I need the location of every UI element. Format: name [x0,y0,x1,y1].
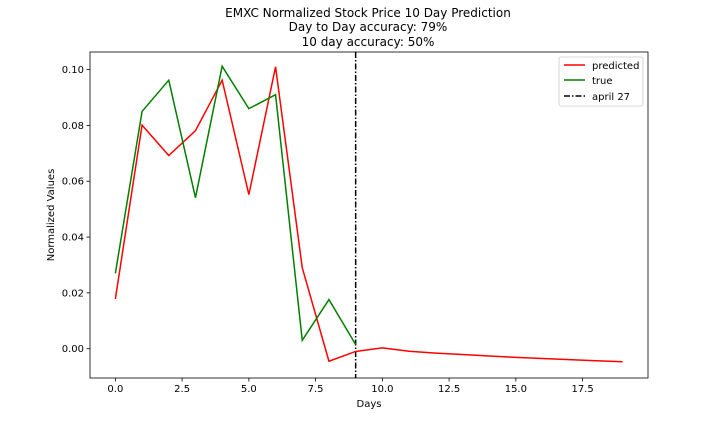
x-tick-label: 5.0 [241,384,257,395]
y-tick-label: 0.00 [62,344,84,355]
plot-frame [89,51,649,379]
x-axis-label: Days [357,399,382,410]
x-tick-label: 10.0 [371,384,393,395]
series-group [114,64,623,363]
x-tick-label: 7.5 [308,384,324,395]
x-tick-label: 17.5 [571,384,593,395]
series-line-predicted [114,66,623,363]
x-axis-ticks: 0.0 2.5 5.0 7.5 10.0 12.5 15.0 17.5 [107,378,594,395]
x-tick-label: 2.5 [174,384,190,395]
series-line-true [114,64,357,345]
legend-label-predicted: predicted [592,61,639,72]
legend-box [558,56,644,107]
chart-title-line-1: EMXC Normalized Stock Price 10 Day Predi… [225,6,511,20]
chart-title-line-2: Day to Day accuracy: 79% [289,20,448,34]
legend: predicted true april 27 [558,56,644,107]
y-tick-label: 0.04 [62,233,84,244]
y-tick-label: 0.10 [62,65,84,76]
x-tick-label: 15.0 [505,384,527,395]
y-axis-ticks: 0.00 0.02 0.04 0.06 0.08 0.10 [62,65,90,355]
x-tick-label: 12.5 [438,384,460,395]
legend-label-true: true [592,76,613,87]
y-tick-label: 0.08 [62,121,84,132]
y-tick-label: 0.06 [62,177,84,188]
legend-label-april-27: april 27 [592,92,630,103]
y-tick-label: 0.02 [62,288,84,299]
chart-title-line-3: 10 day accuracy: 50% [302,35,435,49]
plot-area [90,52,648,378]
x-tick-label: 0.0 [107,384,123,395]
y-axis-label: Normalized Values [46,169,57,262]
